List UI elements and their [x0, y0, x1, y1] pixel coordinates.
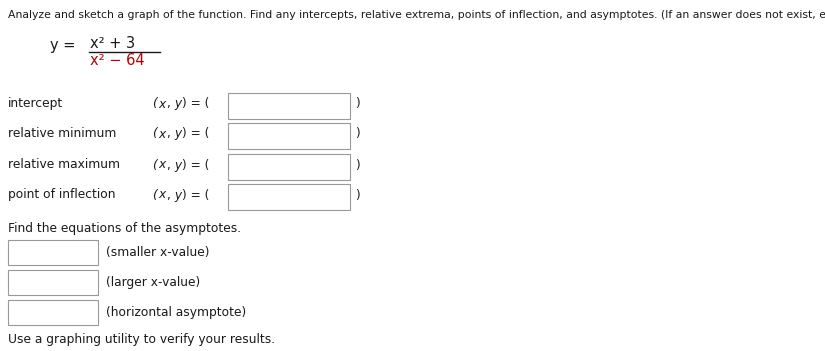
Text: y: y	[171, 98, 182, 111]
Text: ,: ,	[166, 98, 170, 111]
FancyBboxPatch shape	[8, 240, 98, 265]
FancyBboxPatch shape	[228, 123, 350, 149]
Text: ): )	[355, 98, 360, 111]
Text: (: (	[152, 127, 157, 140]
Text: (: (	[152, 188, 157, 201]
FancyBboxPatch shape	[8, 300, 98, 325]
Text: point of inflection: point of inflection	[8, 188, 116, 201]
Text: ) = (: ) = (	[182, 188, 210, 201]
Text: y: y	[171, 159, 182, 172]
Text: (: (	[152, 98, 157, 111]
Text: ) = (: ) = (	[182, 159, 210, 172]
FancyBboxPatch shape	[8, 270, 98, 295]
Text: intercept: intercept	[8, 97, 64, 110]
FancyBboxPatch shape	[228, 154, 350, 180]
FancyBboxPatch shape	[228, 184, 350, 210]
Text: ): )	[355, 188, 360, 201]
Text: y: y	[171, 188, 182, 201]
Text: Use a graphing utility to verify your results.: Use a graphing utility to verify your re…	[8, 333, 275, 346]
Text: ) = (: ) = (	[182, 127, 210, 140]
Text: ): )	[355, 159, 360, 172]
FancyBboxPatch shape	[228, 93, 350, 119]
Text: (smaller x-value): (smaller x-value)	[106, 246, 210, 259]
Text: relative minimum: relative minimum	[8, 127, 116, 140]
Text: Analyze and sketch a graph of the function. Find any intercepts, relative extrem: Analyze and sketch a graph of the functi…	[8, 10, 825, 20]
Text: y =: y =	[50, 38, 75, 53]
Text: Find the equations of the asymptotes.: Find the equations of the asymptotes.	[8, 222, 241, 235]
Text: x: x	[158, 159, 165, 172]
Text: x² + 3: x² + 3	[90, 36, 135, 51]
Text: ) = (: ) = (	[182, 98, 210, 111]
Text: relative maximum: relative maximum	[8, 158, 120, 171]
Text: x: x	[158, 188, 165, 201]
Text: x² − 64: x² − 64	[90, 53, 144, 68]
Text: ,: ,	[166, 188, 170, 201]
Text: y: y	[171, 127, 182, 140]
Text: ): )	[355, 127, 360, 140]
Text: ,: ,	[166, 159, 170, 172]
Text: (larger x-value): (larger x-value)	[106, 276, 200, 289]
Text: x: x	[158, 98, 165, 111]
Text: (horizontal asymptote): (horizontal asymptote)	[106, 306, 246, 319]
Text: x: x	[158, 127, 165, 140]
Text: (: (	[152, 159, 157, 172]
Text: ,: ,	[166, 127, 170, 140]
